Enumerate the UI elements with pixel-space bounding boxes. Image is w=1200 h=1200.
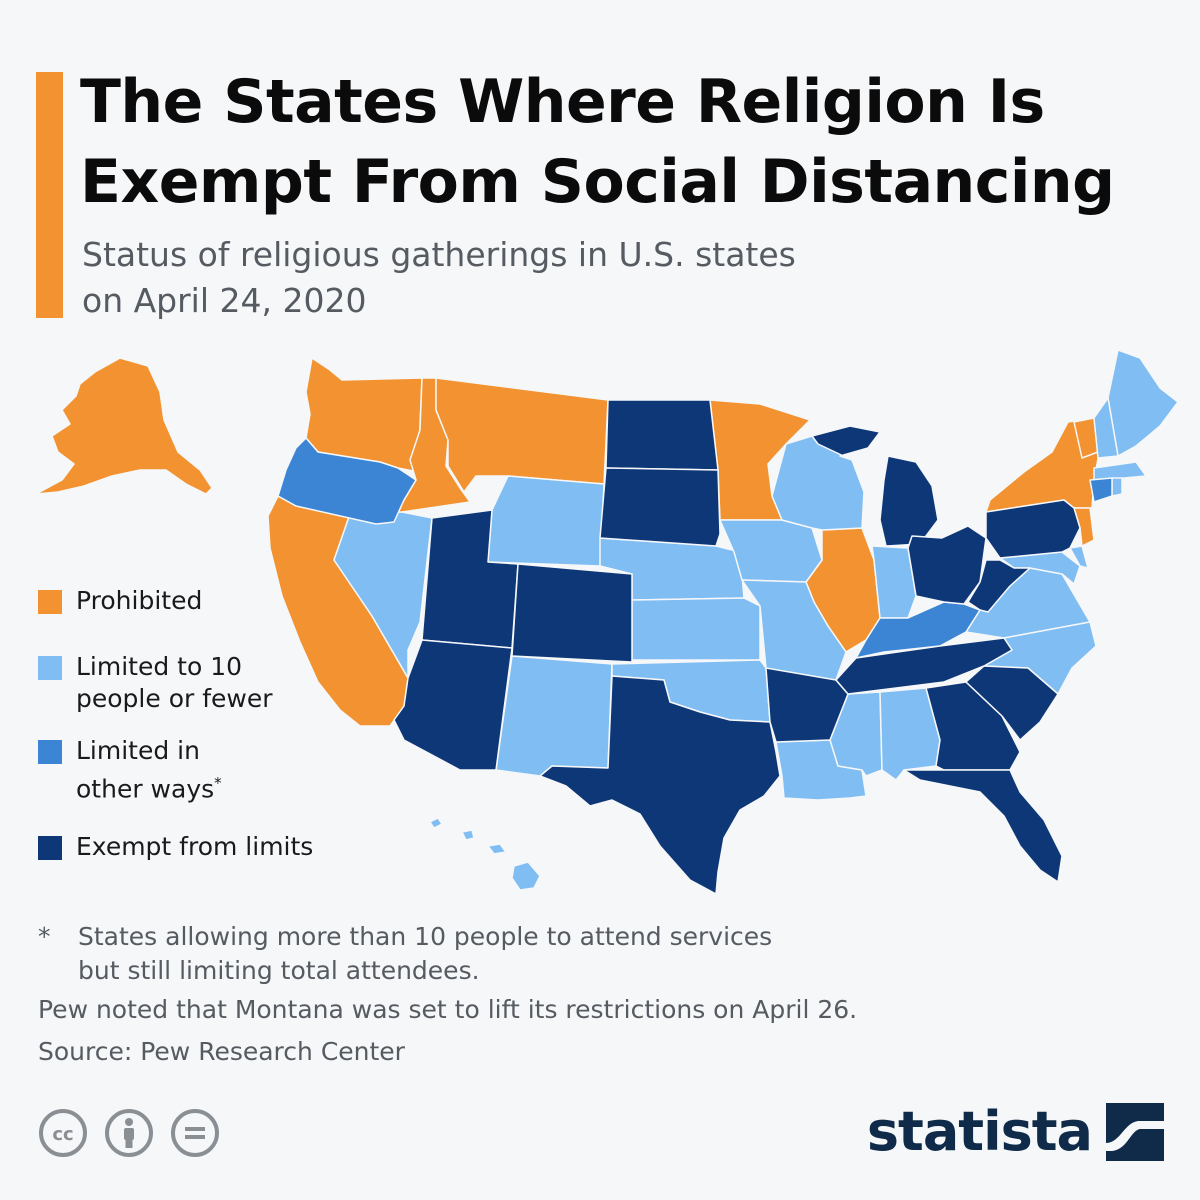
no-derivatives-icon[interactable]: [170, 1108, 220, 1158]
legend-item-limited-10: Limited to 10 people or fewer: [38, 651, 273, 715]
footnote-star: *: [38, 922, 51, 951]
statista-brand[interactable]: statista: [867, 1100, 1164, 1164]
legend-item-prohibited: Prohibited: [38, 585, 202, 617]
legend-swatch-limited-10: [38, 656, 62, 680]
title-line-1: The States Where Religion Is: [80, 67, 1045, 137]
state-ak: [35, 357, 213, 495]
cc-icon[interactable]: cc: [38, 1108, 88, 1158]
legend-label-limited-10: Limited to 10 people or fewer: [76, 652, 273, 713]
state-de: [1069, 545, 1089, 569]
us-map-svg: [35, 349, 1179, 895]
attribution-icon[interactable]: [104, 1108, 154, 1158]
source-note: Source: Pew Research Center: [38, 1037, 405, 1066]
statista-logo-icon: [1106, 1103, 1164, 1161]
state-pa: [985, 499, 1081, 559]
legend-swatch-limited-other: [38, 740, 62, 764]
state-nv: [333, 511, 433, 679]
legend-item-exempt: Exempt from limits: [38, 831, 313, 863]
legend-label-limited-other: Limited in other ways*: [76, 735, 222, 805]
legend-label-prohibited: Prohibited: [76, 586, 203, 615]
footnote-asterisk-text: States allowing more than 10 people to a…: [78, 922, 773, 985]
state-mt: [435, 377, 609, 493]
page-title: The States Where Religion Is Exempt From…: [80, 62, 1180, 222]
legend-label-exempt: Exempt from limits: [76, 832, 314, 861]
state-ct: [1089, 477, 1113, 503]
state-sc: [965, 665, 1059, 741]
legend-item-limited-other: Limited in other ways*: [38, 735, 222, 805]
subtitle-line-2: on April 24, 2020: [82, 281, 367, 320]
svg-text:cc: cc: [52, 1124, 73, 1145]
state-nm: [495, 655, 613, 777]
state-az: [393, 639, 513, 771]
title-line-2: Exempt From Social Distancing: [80, 147, 1115, 217]
subtitle: Status of religious gatherings in U.S. s…: [82, 232, 796, 324]
state-ky: [855, 601, 981, 659]
state-tx: [539, 675, 781, 895]
state-ri: [1111, 477, 1123, 497]
legend-swatch-prohibited: [38, 590, 62, 614]
legend-swatch-exempt: [38, 836, 62, 860]
state-hi: [429, 817, 541, 891]
subtitle-line-1: Status of religious gatherings in U.S. s…: [82, 235, 796, 274]
state-wv: [967, 559, 1031, 613]
state-nh: [1093, 397, 1119, 459]
state-sd: [599, 467, 721, 547]
state-ks: [631, 597, 761, 661]
state-me: [1107, 349, 1179, 457]
legend-label-limited-other-text: Limited in other ways: [76, 736, 215, 804]
license-icons: cc: [38, 1108, 220, 1158]
accent-bar: [36, 72, 63, 318]
state-mo: [741, 579, 847, 681]
footnote-pew: Pew noted that Montana was set to lift i…: [38, 995, 858, 1024]
state-co: [511, 563, 633, 663]
legend-footnote-mark: *: [214, 774, 222, 792]
state-nd: [605, 399, 719, 471]
state-wy: [487, 475, 605, 567]
us-map: [0, 330, 1200, 910]
state-fl: [903, 769, 1063, 883]
brand-name: statista: [866, 1100, 1093, 1163]
state-or: [277, 437, 417, 525]
state-oh: [907, 525, 987, 605]
